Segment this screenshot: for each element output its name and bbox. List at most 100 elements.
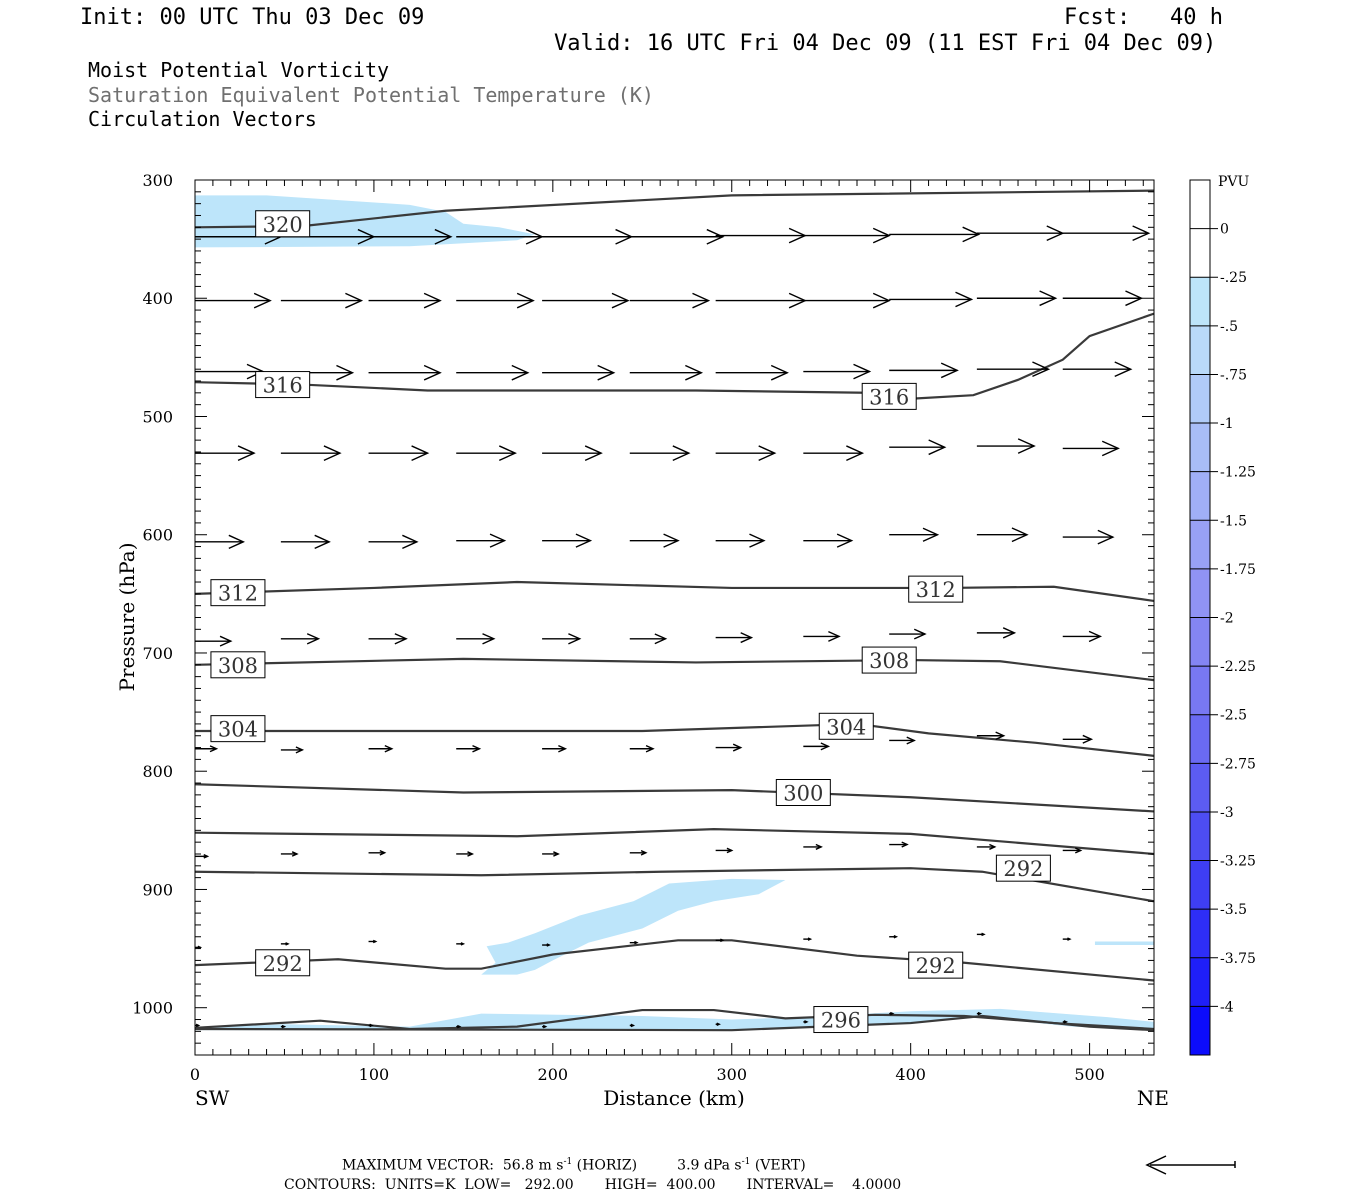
circulation-vector-6-5 xyxy=(629,744,655,753)
x-tick-label-100: 100 xyxy=(359,1065,390,1084)
title-thetae: Saturation Equivalent Potential Temperat… xyxy=(88,83,654,107)
vector-head xyxy=(706,228,725,245)
contour-label-7-0: 292 xyxy=(1003,857,1043,881)
reference-vector-icon xyxy=(1145,1155,1236,1175)
contour-label-0-0: 320 xyxy=(263,213,303,237)
vector-head xyxy=(467,851,475,857)
circulation-vector-4-1 xyxy=(280,534,331,549)
circulation-vector-5-3 xyxy=(456,633,496,645)
circulation-vector-8-3 xyxy=(456,942,466,946)
colorbar-segment-17 xyxy=(1190,1006,1210,1055)
vector-head xyxy=(981,932,986,937)
vert-tag: (VERT) xyxy=(754,1157,806,1174)
vector-head xyxy=(654,633,668,645)
circulation-vector-5-1 xyxy=(280,633,321,645)
colorbar-segment-7 xyxy=(1190,520,1210,569)
colorbar-level-15: -3.75 xyxy=(1220,951,1256,967)
circulation-vector-3-8 xyxy=(889,439,947,456)
circulation-vector-2-5 xyxy=(629,364,704,381)
circulation-vector-3-0 xyxy=(195,445,256,461)
colorbar-level-13: -3.25 xyxy=(1220,854,1256,870)
circulation-vector-4-0 xyxy=(195,534,246,549)
colorbar-level-1: -.25 xyxy=(1220,270,1247,286)
vector-head xyxy=(575,533,593,548)
contour-label-8-0: 292 xyxy=(263,952,303,976)
circulation-vector-8-8 xyxy=(889,934,899,939)
contour-label-box xyxy=(210,715,266,743)
theta-e-contour-5 xyxy=(195,783,1154,813)
vector-head xyxy=(928,439,947,456)
vector-head xyxy=(836,533,854,548)
vector-head xyxy=(1082,734,1094,744)
vector-head xyxy=(209,745,219,753)
vector-head xyxy=(1114,361,1133,378)
vector-head xyxy=(597,364,616,381)
theta-e-contour-1 xyxy=(195,312,1154,400)
circulation-vector-5-5 xyxy=(629,633,668,645)
colorbar-segment-5 xyxy=(1190,423,1210,472)
vector-head xyxy=(295,746,305,754)
x-axis-label: Distance (km) xyxy=(603,1086,745,1110)
colorbar-segment-11 xyxy=(1190,714,1210,764)
contour-label-4-1: 304 xyxy=(826,715,866,739)
circulation-vector-1-7 xyxy=(803,292,891,309)
colorbar-level-6: -1.5 xyxy=(1220,513,1247,529)
y-tick-label-900: 900 xyxy=(142,880,173,899)
vector-head xyxy=(989,843,997,850)
colorbar-level-10: -2.5 xyxy=(1220,708,1247,724)
vector-head xyxy=(1097,529,1115,545)
circulation-vector-0-10 xyxy=(1062,225,1151,242)
vector-head xyxy=(889,1011,895,1016)
circulation-vector-7-10 xyxy=(1062,847,1083,854)
vector-head xyxy=(720,938,725,943)
max-vector-line: MAXIMUM VECTOR: 56.8 m s-1 (HORIZ) 3.9 d… xyxy=(342,1158,806,1173)
circulation-vector-6-3 xyxy=(456,744,482,753)
contour-label-8-1: 292 xyxy=(916,954,956,978)
forecast-hour: Fcst: 40 h xyxy=(1064,5,1223,30)
circulation-vector-5-4 xyxy=(542,633,582,645)
vector-head xyxy=(1088,630,1103,643)
vector-head xyxy=(285,942,290,946)
vector-head xyxy=(203,854,210,859)
vector-head xyxy=(411,445,430,461)
circulation-vector-3-5 xyxy=(629,445,691,461)
y-tick-label-700: 700 xyxy=(142,644,173,663)
circulation-vector-2-2 xyxy=(368,364,442,381)
circulation-vector-9-2 xyxy=(368,1023,374,1028)
vector-head xyxy=(228,534,246,549)
vector-head xyxy=(977,1011,983,1016)
circulation-vector-1-6 xyxy=(715,292,807,309)
vector-head xyxy=(237,445,256,461)
circulation-vector-1-2 xyxy=(368,292,442,309)
circulation-vector-0-5 xyxy=(629,228,725,245)
circulation-vector-8-9 xyxy=(976,932,986,937)
vector-head xyxy=(542,1024,548,1029)
vector-head xyxy=(1132,225,1151,242)
vector-head xyxy=(384,744,394,753)
vector-head xyxy=(423,364,442,381)
circulation-vector-4-10 xyxy=(1062,529,1115,545)
colorbar-segment-16 xyxy=(1190,957,1210,1007)
circulation-vector-5-8 xyxy=(889,628,927,640)
colorbar-segment-14 xyxy=(1190,860,1210,910)
vector-head xyxy=(732,743,743,752)
vector-head xyxy=(685,364,704,381)
vector-head xyxy=(815,843,823,850)
vector-head xyxy=(913,628,927,640)
vector-head xyxy=(901,841,909,848)
circulation-vector-4-8 xyxy=(889,527,940,542)
circulation-vector-4-7 xyxy=(803,533,854,548)
vector-head xyxy=(749,533,766,548)
colorbar-segment-3 xyxy=(1190,325,1210,375)
colorbar-level-14: -3.5 xyxy=(1220,902,1247,918)
circulation-vector-8-2 xyxy=(368,939,378,944)
circulation-vector-9-3 xyxy=(456,1024,462,1029)
vector-head xyxy=(804,1020,809,1024)
circulation-vector-1-10 xyxy=(1062,290,1144,307)
vector-head xyxy=(820,742,831,751)
vector-head xyxy=(336,364,355,381)
contour-label-box xyxy=(908,951,964,979)
valid-time: Valid: 16 UTC Fri 04 Dec 09 (11 EST Fri … xyxy=(554,31,1217,56)
vector-head xyxy=(1032,361,1051,378)
circulation-vector-0-8 xyxy=(889,226,981,243)
